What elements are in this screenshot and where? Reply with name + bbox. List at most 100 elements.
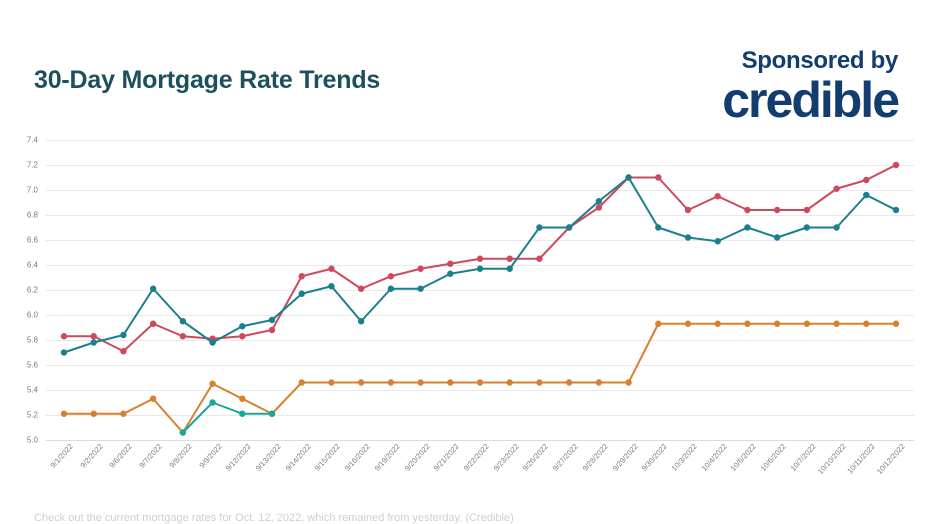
data-point-marker [120, 331, 127, 339]
x-axis-tick-label: 9/20/2022 [402, 442, 432, 473]
data-point-marker [744, 320, 751, 327]
data-point-marker [239, 323, 246, 330]
x-axis-tick-label: 9/16/2022 [342, 442, 372, 473]
data-point-marker [565, 224, 573, 231]
data-point-marker [744, 206, 751, 214]
data-point-marker [744, 224, 751, 231]
y-axis-tick-label: 7.4 [26, 135, 38, 145]
data-point-marker [595, 204, 603, 211]
data-point-marker [298, 379, 305, 386]
data-point-marker [714, 320, 721, 327]
gridline [46, 415, 914, 416]
x-axis-tick-label: 10/6/2022 [758, 442, 788, 473]
data-point-marker [239, 410, 246, 417]
data-point-marker [149, 395, 157, 402]
x-axis-tick-label: 9/14/2022 [283, 442, 313, 473]
data-point-marker [149, 320, 157, 327]
data-point-marker [536, 224, 543, 231]
data-point-marker [833, 224, 840, 231]
data-point-marker [328, 283, 335, 290]
data-point-marker [179, 318, 187, 325]
x-axis-tick-label: 9/26/2022 [521, 442, 551, 473]
data-point-marker [298, 290, 305, 297]
y-axis-tick-label: 6.6 [26, 235, 38, 245]
gridline [46, 290, 914, 291]
series-10-year-fixed [179, 399, 276, 436]
y-axis-tick-label: 6.2 [26, 285, 38, 295]
y-axis-tick-label: 6.4 [26, 260, 38, 270]
credible-logo: credible [722, 72, 900, 129]
data-point-marker [328, 265, 335, 272]
y-axis-tick-label: 5.8 [26, 335, 38, 345]
series-line [63, 176, 897, 354]
data-point-marker [60, 333, 68, 340]
x-axis-tick-label: 10/4/2022 [699, 442, 729, 473]
data-point-marker [60, 349, 68, 356]
data-point-marker [476, 379, 484, 386]
data-point-marker [625, 379, 632, 386]
data-point-marker [387, 379, 395, 386]
data-point-marker [655, 320, 662, 327]
data-point-marker [209, 380, 216, 387]
x-axis-tick-label: 10/7/2022 [788, 442, 818, 473]
x-axis-tick-label: 9/2/2022 [78, 442, 105, 470]
y-axis-tick-label: 5.4 [26, 385, 38, 395]
data-point-marker [803, 224, 811, 231]
footer-note: Check out the current mortgage rates for… [34, 512, 514, 524]
gridline [46, 315, 914, 316]
data-point-marker [417, 285, 424, 292]
data-point-marker [476, 255, 484, 262]
x-axis-tick-label: 9/29/2022 [610, 442, 640, 473]
data-point-marker [120, 348, 127, 355]
data-point-marker [595, 198, 603, 205]
data-point-marker [506, 265, 513, 272]
x-axis-tick-label: 10/3/2022 [669, 442, 699, 473]
data-point-marker [803, 320, 811, 327]
x-axis-tick-label: 9/27/2022 [550, 442, 580, 473]
data-point-marker [447, 260, 454, 267]
data-point-marker [417, 379, 424, 386]
data-point-marker [239, 395, 246, 402]
data-point-marker [863, 320, 870, 327]
data-point-marker [387, 285, 395, 292]
data-point-marker [506, 255, 513, 262]
x-axis-tick-label: 10/12/2022 [874, 442, 907, 476]
x-axis-tick-label: 9/15/2022 [313, 442, 343, 473]
data-point-marker [357, 379, 365, 386]
plot-area [46, 140, 914, 441]
data-point-marker [298, 273, 305, 280]
y-axis-tick-label: 5.0 [26, 435, 38, 445]
series-30-year-fixed [60, 161, 900, 355]
series-20-year-fixed [60, 320, 900, 436]
data-point-marker [863, 191, 870, 199]
data-point-marker [120, 410, 127, 417]
x-axis-tick-label: 9/8/2022 [167, 442, 194, 470]
data-point-marker [773, 320, 781, 327]
data-point-marker [655, 224, 662, 231]
data-point-marker [773, 234, 781, 241]
data-point-marker [447, 270, 454, 277]
data-point-marker [714, 238, 721, 245]
series-line [181, 401, 273, 434]
data-point-marker [239, 333, 246, 340]
gridline [46, 140, 914, 141]
x-axis-tick-label: 9/7/2022 [137, 442, 164, 470]
data-point-marker [833, 320, 840, 327]
y-axis-tick-label: 6.0 [26, 310, 38, 320]
data-point-marker [60, 410, 68, 417]
x-axis-tick-label: 9/1/2022 [48, 442, 75, 470]
data-point-marker [506, 379, 513, 386]
data-point-marker [387, 273, 395, 280]
data-point-marker [268, 410, 276, 417]
series-lines [60, 161, 900, 436]
gridline [46, 440, 914, 441]
data-point-marker [179, 333, 187, 340]
data-point-marker [536, 379, 543, 386]
chart-plot-wrapper: 7.4 7.2 7.0 6.8 6.6 6.4 6.2 6.0 5.8 5.6 5.4 5.2 5.0 … [0, 136, 932, 476]
x-axis-tick-label: 9/22/2022 [461, 442, 491, 473]
data-point-marker [684, 320, 692, 327]
chart-header: 30-Day Mortgage Rate Trends Sponsored by… [0, 0, 932, 140]
data-point-marker [357, 285, 365, 292]
data-point-marker [90, 410, 97, 417]
gridline [46, 190, 914, 191]
